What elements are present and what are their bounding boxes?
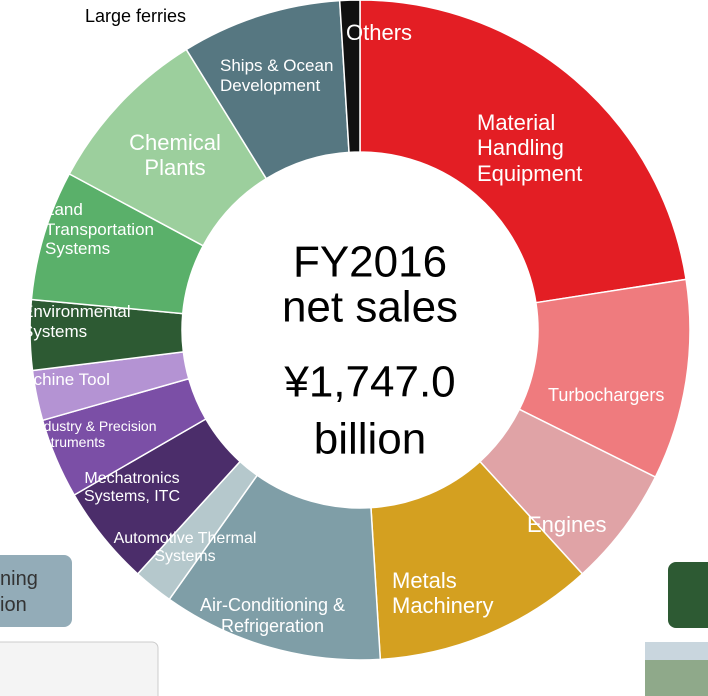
center-text: ¥1,747.0: [283, 358, 455, 407]
slice-label: Turbochargers: [548, 385, 665, 405]
center-text: FY2016: [293, 238, 447, 287]
photo-sky: [645, 642, 708, 660]
slice-label: Others: [346, 20, 413, 45]
slice-label: Machine Tool: [10, 370, 110, 389]
side-box: [0, 555, 72, 627]
slice-label: Industry & Precision Instruments: [32, 418, 157, 451]
slice-label: Engines: [527, 512, 607, 537]
side-text: ning: [0, 568, 38, 590]
slice-label: Mechatronics Systems, ITC: [83, 470, 180, 506]
slice-label: Chemical Plants: [129, 130, 221, 181]
slice-label: Material Handling Equipment: [477, 110, 583, 186]
slice-label: Land Transportation Systems: [45, 200, 154, 259]
slice-label: Environmental Systems: [22, 302, 131, 341]
center-text: net sales: [282, 283, 458, 332]
center-text: billion: [314, 415, 427, 464]
slice: [359, 0, 687, 304]
slice-label: Ships & Ocean Development: [220, 56, 334, 95]
slice-label: Automotive Thermal Systems: [113, 530, 257, 566]
slice-label: Metals Machinery: [392, 568, 494, 619]
annotation: Large ferries: [85, 6, 187, 26]
slice: [338, 0, 361, 154]
side-text: ion: [0, 594, 27, 616]
slice-label: Air-Conditioning & Refrigeration: [199, 595, 346, 636]
panel: [0, 641, 159, 696]
side-box: [668, 562, 708, 628]
